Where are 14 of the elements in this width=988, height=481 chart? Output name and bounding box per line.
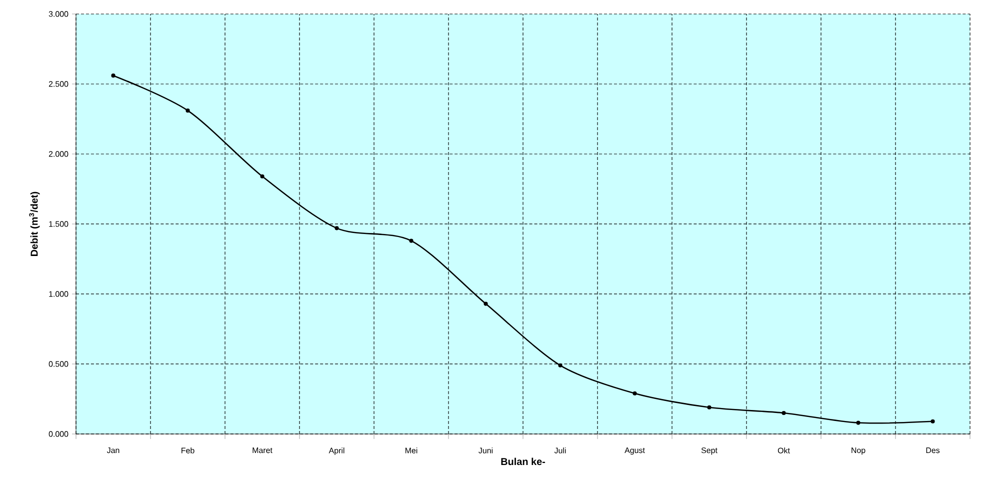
point (186, 108, 190, 113)
point (856, 420, 860, 425)
point (260, 174, 264, 178)
point (409, 238, 414, 243)
point (782, 410, 786, 416)
y-axis-title: Debit (m$^{3}$/det) (29, 192, 40, 256)
point (558, 363, 562, 368)
point (632, 391, 637, 396)
point (484, 302, 488, 306)
point (111, 74, 116, 78)
point (707, 405, 712, 410)
x-axis-title: Bulan ke- (501, 458, 546, 466)
point (930, 419, 935, 424)
point (334, 226, 339, 230)
